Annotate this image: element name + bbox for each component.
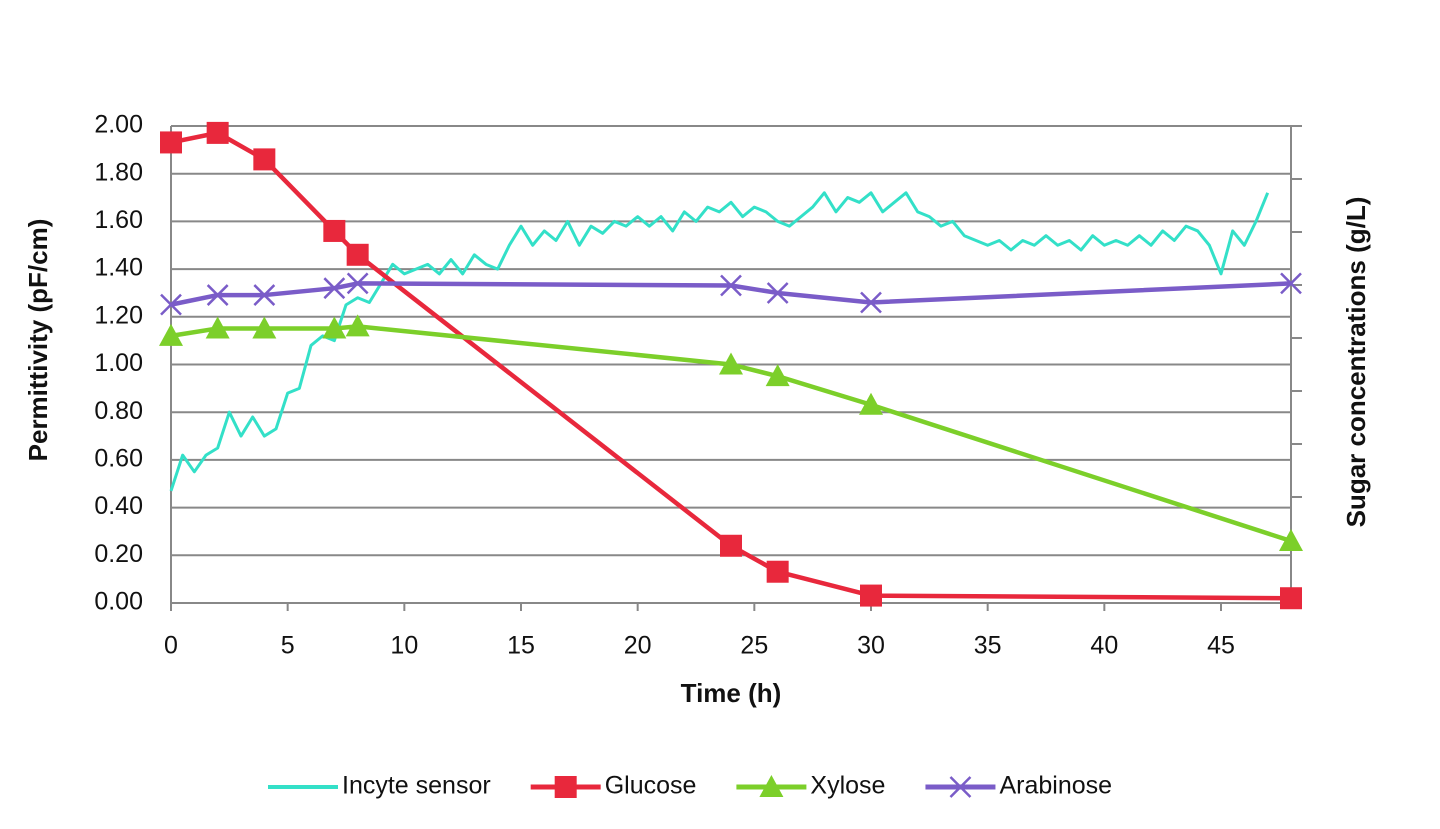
marker	[1279, 528, 1303, 551]
marker	[253, 284, 276, 306]
marker	[346, 272, 369, 295]
y-tick-label: 0.60	[94, 445, 143, 473]
legend-item: Glucose	[530, 772, 697, 800]
marker	[322, 316, 347, 339]
marker	[860, 291, 882, 314]
x-tick-label: 0	[164, 632, 178, 660]
x-tick-label: 35	[974, 632, 1002, 660]
legend-item: Xylose	[736, 772, 885, 800]
marker	[1280, 272, 1302, 295]
legend-label: Incyte sensor	[342, 772, 491, 800]
marker	[253, 148, 276, 171]
marker	[159, 323, 183, 346]
legend-item: Arabinose	[925, 772, 1112, 800]
x-tick-label: 10	[390, 632, 418, 660]
marker	[252, 316, 277, 339]
y-tick-label: 1.20	[94, 301, 143, 329]
y-axis-title: Permittivity (pF/cm)	[23, 219, 53, 462]
marker	[205, 316, 230, 339]
marker	[323, 277, 346, 300]
marker	[860, 584, 882, 607]
marker	[859, 392, 883, 415]
y-tick-label: 0.80	[94, 397, 143, 425]
marker	[323, 219, 346, 242]
y-tick-label: 2.00	[94, 111, 143, 139]
x-tick-label: 30	[857, 632, 885, 660]
x-tick-label: 45	[1207, 632, 1235, 660]
legend-label: Arabinose	[999, 772, 1112, 800]
y-tick-label: 1.80	[94, 158, 143, 186]
marker	[949, 776, 972, 798]
y-tick-label: 1.00	[94, 349, 143, 377]
y-tick-label: 0.20	[94, 540, 143, 568]
marker	[766, 282, 789, 304]
x-tick-label: 40	[1090, 632, 1118, 660]
x-axis-title: Time (h)	[681, 678, 782, 708]
y2-axis-title: Sugar concentrations (g/L)	[1341, 197, 1371, 528]
marker	[346, 243, 369, 266]
x-tick-label: 25	[740, 632, 768, 660]
marker	[759, 775, 784, 797]
marker	[554, 776, 577, 798]
marker	[765, 364, 790, 387]
marker	[160, 131, 182, 154]
legend-label: Xylose	[810, 772, 885, 800]
y-tick-label: 0.00	[94, 588, 143, 616]
marker	[720, 274, 742, 297]
marker	[160, 293, 182, 316]
x-tick-label: 15	[507, 632, 535, 660]
x-tick-label: 5	[281, 632, 295, 660]
legend-item: Incyte sensor	[268, 772, 491, 800]
marker	[720, 534, 742, 557]
series-line	[169, 191, 1270, 492]
legend-label: Glucose	[605, 772, 697, 800]
marker	[206, 284, 229, 306]
x-tick-label: 20	[624, 632, 652, 660]
y-tick-label: 0.40	[94, 492, 143, 520]
marker	[206, 121, 229, 144]
y-tick-label: 1.40	[94, 254, 143, 282]
marker	[766, 560, 789, 583]
marker	[345, 314, 370, 337]
y-tick-label: 1.60	[94, 206, 143, 234]
marker	[1280, 587, 1302, 610]
marker	[719, 352, 743, 375]
